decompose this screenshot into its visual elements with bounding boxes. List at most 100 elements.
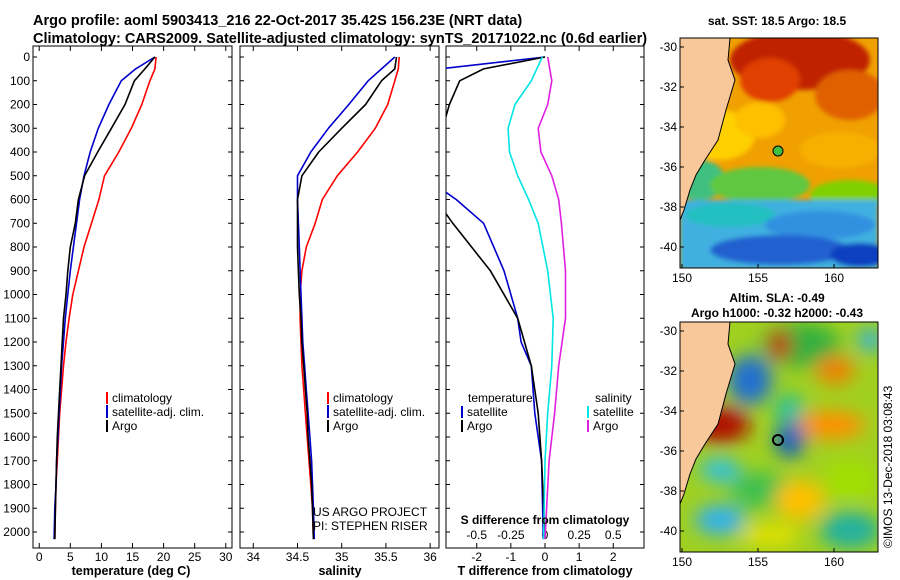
- legend-label-satellite: satellite-adj. clim.: [112, 405, 204, 419]
- depth-axis-labels: 0 100 200 300 400 500 600 700 800 900 1000 1100 1200…: [3, 50, 30, 539]
- depth-tick-label: 400: [10, 145, 30, 159]
- lat-tick-label: -40: [660, 240, 678, 254]
- lat-tick-label: -34: [660, 404, 678, 418]
- lon-tick-label: 160: [824, 271, 844, 285]
- legend-label-climatology: climatology: [333, 391, 393, 405]
- depth-tick-label: 800: [10, 240, 30, 254]
- depth-tick-label: 1200: [3, 335, 30, 349]
- header-line-1: Argo profile: aoml 5903413_216 22-Oct-20…: [33, 13, 522, 29]
- series-line-argo: [296, 56, 398, 540]
- temperature-plot-frame: [32, 45, 233, 549]
- x-tick-label: 35: [335, 550, 349, 564]
- imos-watermark: ©IMOS 13-Dec-2018 03:08:43: [881, 385, 895, 548]
- credit-project: US ARGO PROJECT: [313, 505, 428, 519]
- x-tick-label: 1: [576, 550, 583, 564]
- sla-map-title-1: Altim. SLA: -0.49: [729, 291, 825, 305]
- difference-xlabel: T difference from climatology: [457, 564, 632, 578]
- salinity-legend: climatology satellite-adj. clim. Argo: [327, 391, 425, 433]
- x-tick-label: 30: [219, 550, 233, 564]
- lon-tick-label: 150: [672, 555, 692, 569]
- x-tick-label: 36: [423, 550, 437, 564]
- series-line-climatology: [54, 56, 157, 540]
- depth-tick-label: 100: [10, 74, 30, 88]
- difference-legend: temperature satellite Argo salinity sate…: [461, 391, 634, 433]
- lat-tick-label: -32: [660, 364, 678, 378]
- sla-map-title-2: Argo h1000: -0.32 h2000: -0.43: [691, 306, 863, 320]
- legend-label-temp-argo: Argo: [467, 419, 493, 433]
- sla-map-field: [680, 322, 878, 552]
- lat-tick-label: -32: [660, 80, 678, 94]
- sst-map: sat. SST: 18.5 Argo: 18.5: [660, 14, 879, 285]
- sst-map-field: [680, 38, 878, 268]
- x-tick-label: 0: [542, 550, 549, 564]
- depth-tick-label: 500: [10, 169, 30, 183]
- sst-map-title: sat. SST: 18.5 Argo: 18.5: [708, 14, 847, 28]
- depth-tick-label: 1900: [3, 501, 30, 515]
- temperature-xlabel: temperature (deg C): [72, 564, 191, 578]
- s-tick-label: 0.25: [567, 528, 591, 542]
- x-tick-label: 35.5: [374, 550, 398, 564]
- difference-ticks: -2 -1 0 1 2-0.5 -0.25 0 0.25 0.5: [446, 46, 644, 564]
- lat-tick-label: -34: [660, 120, 678, 134]
- legend-label-satellite: satellite-adj. clim.: [333, 405, 425, 419]
- series-line-sal-diff-argo: [537, 56, 567, 540]
- lon-tick-label: 160: [824, 555, 844, 569]
- salinity-xlabel: salinity: [318, 564, 361, 578]
- depth-tick-label: 1500: [3, 406, 30, 420]
- depth-tick-label: 300: [10, 121, 30, 135]
- sst-argo-location-marker: [772, 145, 784, 157]
- temperature-legend: climatology satellite-adj. clim. Argo: [106, 391, 204, 433]
- series-line-argo: [54, 56, 156, 540]
- lat-tick-label: -36: [660, 444, 678, 458]
- lon-tick-label: 150: [672, 271, 692, 285]
- x-tick-label: 20: [157, 550, 171, 564]
- credit-pi: PI: STEPHEN RISER: [313, 519, 428, 533]
- depth-tick-label: 1300: [3, 359, 30, 373]
- difference-panel: -2 -1 0 1 2-0.5 -0.25 0 0.25 0.5 T difference fr…: [445, 45, 645, 578]
- sla-map-ticks: -30 -32 -34 -36 -38 -40 150 155 160: [660, 324, 845, 569]
- legend-title-salinity: salinity: [595, 391, 632, 405]
- salinity-panel: 34 34.5 35 35.5 36 salinity climatology sate…: [239, 45, 440, 578]
- lat-tick-label: -40: [660, 524, 678, 538]
- series-line-temp-diff-satellite: [446, 56, 546, 540]
- series-line-sal-diff-satellite: [507, 56, 554, 540]
- sla-argo-location-marker: [772, 434, 784, 446]
- depth-tick-label: 2000: [3, 525, 30, 539]
- x-tick-label: 5: [67, 550, 74, 564]
- x-tick-label: 10: [95, 550, 109, 564]
- x-tick-label: -1: [506, 550, 517, 564]
- salinity-series: [296, 56, 400, 540]
- difference-series: [446, 56, 567, 540]
- series-line-satellite-adj: [296, 56, 396, 540]
- sla-map: Altim. SLA: -0.49 Argo h1000: -0.32 h200…: [660, 291, 879, 569]
- legend-label-argo: Argo: [112, 419, 138, 433]
- depth-tick-label: 700: [10, 216, 30, 230]
- depth-tick-label: 1700: [3, 454, 30, 468]
- depth-tick-label: 1100: [4, 311, 30, 325]
- x-tick-label: -2: [471, 550, 482, 564]
- header-line-2: Climatology: CARS2009. Satellite-adjuste…: [33, 31, 647, 47]
- legend-label-argo: Argo: [333, 419, 359, 433]
- lat-tick-label: -38: [660, 484, 678, 498]
- lat-tick-label: -30: [660, 324, 678, 338]
- s-difference-title: S difference from climatology: [461, 513, 630, 527]
- temperature-series: [53, 56, 157, 540]
- x-tick-label: 34: [247, 550, 261, 564]
- sst-map-ticks: -30 -32 -34 -36 -38 -40 150 155 160: [660, 40, 845, 285]
- series-line-satellite-adj: [53, 56, 156, 540]
- x-tick-label: 15: [126, 550, 140, 564]
- depth-tick-label: 1600: [3, 430, 30, 444]
- series-line-climatology: [299, 56, 400, 540]
- depth-tick-label: 900: [10, 264, 30, 278]
- series-line-temp-diff-argo: [446, 56, 546, 540]
- legend-label-sal-argo: Argo: [593, 419, 619, 433]
- lat-tick-label: -38: [660, 200, 678, 214]
- s-tick-label: -0.5: [466, 528, 487, 542]
- s-tick-label: -0.25: [497, 528, 525, 542]
- lat-tick-label: -36: [660, 160, 678, 174]
- x-tick-label: 0: [36, 550, 43, 564]
- temperature-ticks: 0 5 10 15 20 25 30: [33, 46, 233, 564]
- legend-title-temperature: temperature: [468, 391, 533, 405]
- temperature-panel: 0 5 10 15 20 25 30 temperature (deg C) climato…: [32, 45, 233, 578]
